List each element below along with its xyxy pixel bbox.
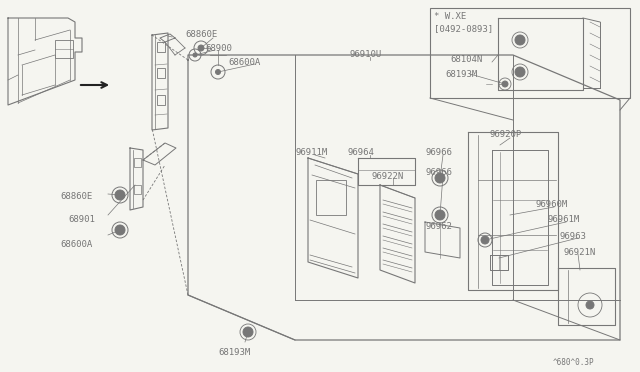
Bar [157,42,165,52]
Text: 96960M: 96960M [536,200,568,209]
Text: 68600A: 68600A [228,58,260,67]
Text: 96921N: 96921N [563,248,595,257]
Text: 68193M: 68193M [218,348,250,357]
Circle shape [198,45,204,51]
Text: 68600A: 68600A [60,240,92,249]
Circle shape [243,327,253,337]
Text: 96910U: 96910U [350,50,382,59]
Bar [316,180,346,215]
Bar [134,158,141,167]
Bar [157,95,165,105]
Text: ^680^0.3P: ^680^0.3P [553,358,595,367]
Text: 96963: 96963 [560,232,587,241]
Text: 96961M: 96961M [548,215,580,224]
Bar [134,185,141,194]
Circle shape [216,70,221,74]
Text: 68901: 68901 [68,215,95,224]
Text: 96911M: 96911M [296,148,328,157]
Circle shape [586,301,594,309]
Text: 68104N: 68104N [450,55,483,64]
Text: 96966: 96966 [425,148,452,157]
Circle shape [435,210,445,220]
Text: 96962: 96962 [425,222,452,231]
Circle shape [515,67,525,77]
Circle shape [115,225,125,235]
Circle shape [481,236,489,244]
Text: 96922N: 96922N [372,172,404,181]
Circle shape [502,81,508,87]
Circle shape [515,35,525,45]
Text: 96920P: 96920P [490,130,522,139]
Text: 68193M: 68193M [445,70,477,79]
Text: 68860E: 68860E [185,30,217,39]
Circle shape [193,53,197,57]
Bar [55,40,73,58]
Text: [0492-0893]: [0492-0893] [434,24,493,33]
Text: 68860E: 68860E [60,192,92,201]
Circle shape [435,173,445,183]
Text: 96964: 96964 [348,148,375,157]
Circle shape [115,190,125,200]
Text: * W.XE: * W.XE [434,12,467,21]
Bar [430,8,630,98]
Bar [157,68,165,78]
Text: 96966: 96966 [425,168,452,177]
Text: 68900: 68900 [205,44,232,53]
